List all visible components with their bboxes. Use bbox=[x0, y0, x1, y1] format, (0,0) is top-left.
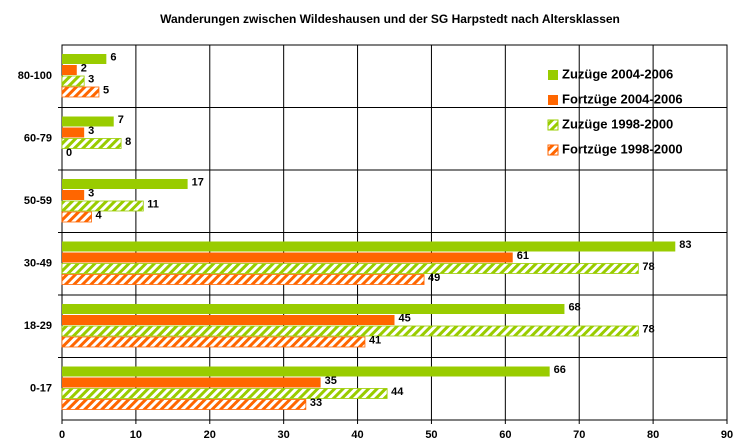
x-tick-label: 60 bbox=[499, 429, 511, 441]
legend-swatch bbox=[548, 70, 558, 80]
y-tick-label: 60-79 bbox=[24, 133, 52, 145]
bar bbox=[62, 54, 107, 64]
data-label: 78 bbox=[642, 261, 654, 273]
bar bbox=[62, 366, 550, 377]
bar bbox=[61, 200, 144, 212]
data-label: 8 bbox=[125, 136, 131, 148]
bar bbox=[62, 252, 513, 263]
x-tick-label: 90 bbox=[721, 429, 733, 441]
bar bbox=[61, 75, 85, 87]
data-label: 5 bbox=[103, 84, 109, 96]
x-tick-label: 30 bbox=[278, 429, 290, 441]
x-tick-label: 40 bbox=[351, 429, 363, 441]
chart-title: Wanderungen zwischen Wildeshausen und de… bbox=[160, 12, 620, 26]
data-label: 78 bbox=[642, 323, 654, 335]
data-label: 45 bbox=[399, 312, 411, 324]
data-label: 35 bbox=[325, 375, 337, 387]
bar bbox=[61, 388, 388, 399]
x-tick-label: 50 bbox=[425, 429, 437, 441]
bar bbox=[62, 304, 565, 314]
x-tick-label: 0 bbox=[59, 429, 65, 441]
x-tick-label: 10 bbox=[130, 429, 142, 441]
legend-label: Fortzüge 2004-2006 bbox=[562, 91, 683, 106]
data-label: 41 bbox=[369, 334, 381, 346]
bar bbox=[61, 399, 307, 410]
bar bbox=[62, 241, 676, 252]
data-label: 3 bbox=[88, 187, 94, 199]
data-label: 7 bbox=[118, 114, 124, 126]
y-tick-label: 80-100 bbox=[18, 70, 52, 82]
bar bbox=[61, 263, 639, 274]
bar bbox=[61, 336, 366, 348]
bar bbox=[61, 86, 100, 98]
y-tick-label: 18-29 bbox=[24, 320, 52, 332]
bar bbox=[62, 65, 77, 75]
legend-swatch bbox=[547, 144, 559, 156]
bar bbox=[62, 315, 395, 325]
bar bbox=[61, 325, 639, 337]
data-label: 2 bbox=[81, 62, 87, 74]
legend-label: Zuzüge 1998-2000 bbox=[562, 116, 673, 131]
data-label: 49 bbox=[428, 272, 440, 284]
data-label: 33 bbox=[310, 397, 322, 409]
data-label: 83 bbox=[679, 239, 691, 251]
data-label: 17 bbox=[192, 176, 204, 188]
data-label: 4 bbox=[96, 209, 103, 221]
data-label: 66 bbox=[554, 364, 566, 376]
bar bbox=[61, 211, 92, 223]
bar bbox=[62, 179, 188, 189]
data-label: 61 bbox=[517, 250, 529, 262]
legend-swatch bbox=[548, 95, 558, 105]
bar bbox=[62, 377, 321, 388]
bar bbox=[61, 138, 122, 149]
data-label: 11 bbox=[147, 198, 159, 210]
data-label: 68 bbox=[568, 301, 580, 313]
bar bbox=[62, 190, 85, 200]
legend-swatch bbox=[547, 119, 559, 131]
data-label: 3 bbox=[88, 73, 94, 85]
legend-label: Zuzüge 2004-2006 bbox=[562, 66, 673, 81]
x-tick-label: 20 bbox=[204, 429, 216, 441]
y-tick-label: 0-17 bbox=[30, 383, 52, 395]
bar bbox=[61, 274, 425, 285]
y-tick-label: 30-49 bbox=[24, 258, 52, 270]
data-label: 6 bbox=[110, 51, 116, 63]
bar bbox=[62, 116, 114, 127]
plot-border bbox=[61, 44, 728, 421]
x-tick-label: 80 bbox=[647, 429, 659, 441]
data-label: 3 bbox=[88, 125, 94, 137]
data-label: 0 bbox=[66, 147, 72, 159]
legend-label: Fortzüge 1998-2000 bbox=[562, 141, 683, 156]
bar bbox=[62, 127, 85, 138]
data-label: 44 bbox=[391, 386, 404, 398]
y-tick-label: 50-59 bbox=[24, 195, 52, 207]
x-tick-label: 70 bbox=[573, 429, 585, 441]
